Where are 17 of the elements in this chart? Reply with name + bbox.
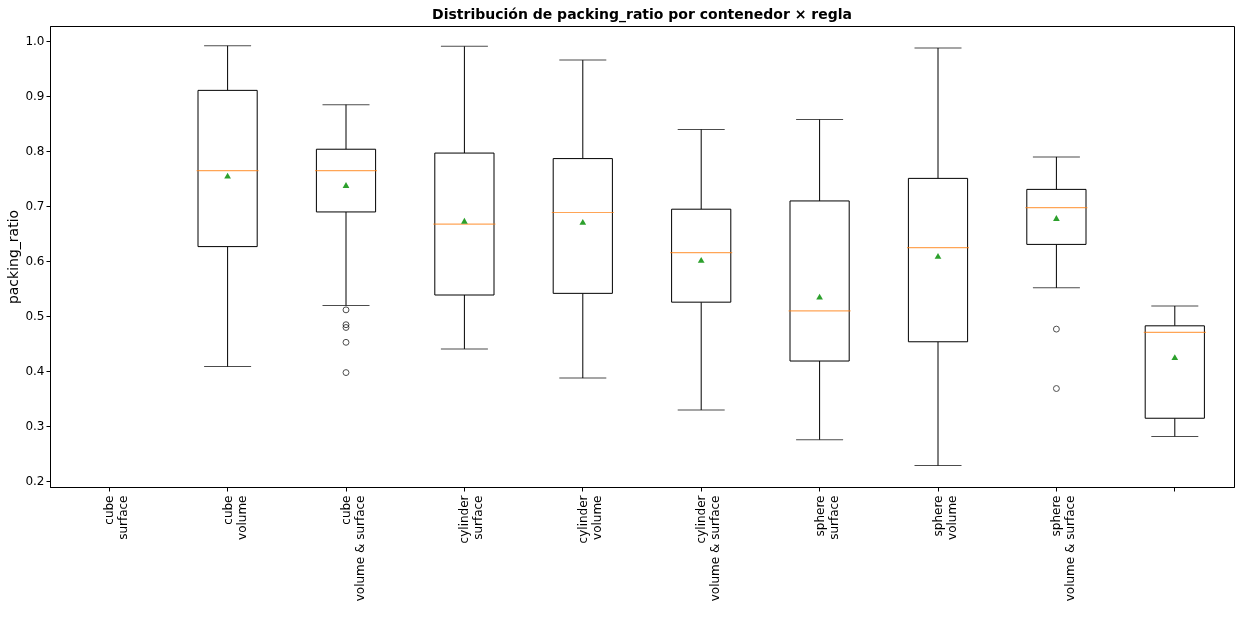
chart-title: Distribución de packing_ratio por contenedor × regla	[432, 6, 852, 23]
y-tick-label: 0.6	[25, 254, 45, 269]
x-tick-label: sphere volume	[931, 495, 959, 540]
y-tick-label: 0.8	[25, 144, 45, 159]
y-tick-label: 0.3	[25, 419, 45, 434]
x-tick-label: sphere surface	[812, 495, 841, 540]
y-tick-label: 0.7	[25, 199, 45, 214]
x-tick-label: cube surface	[102, 495, 131, 540]
y-tick-label: 0.2	[25, 474, 45, 489]
x-tick-label: cube volume	[220, 495, 249, 540]
y-axis-title: packing_ratio	[5, 209, 22, 305]
y-tick-label: 1.0	[25, 34, 45, 49]
x-tick-label: cylinder volume	[575, 495, 604, 544]
y-tick-label: 0.9	[25, 89, 45, 104]
y-tick-label: 0.5	[25, 309, 45, 324]
x-tick-label: cylinder surface	[457, 495, 486, 544]
y-tick-label: 0.4	[25, 364, 45, 379]
